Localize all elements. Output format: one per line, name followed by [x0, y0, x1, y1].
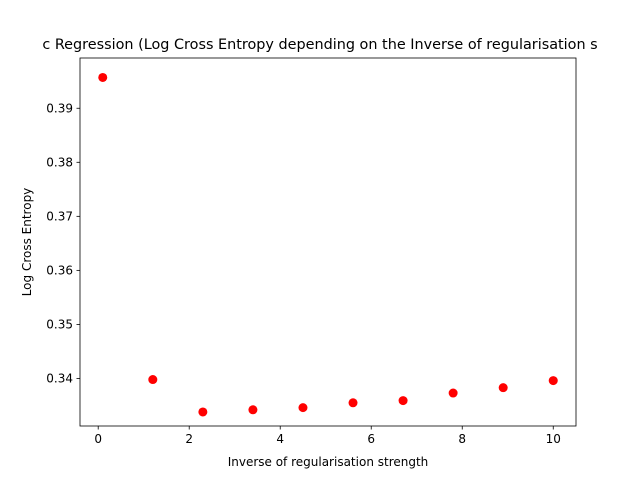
y-tick-label: 0.38	[46, 156, 73, 170]
y-tick-label: 0.37	[46, 210, 73, 224]
plot-area: 0 2 4 6 8 10 0.34 0.35 0.36 0.37 0.38 0.39	[46, 57, 577, 446]
x-tick-label: 8	[458, 432, 466, 446]
data-point	[198, 407, 208, 417]
x-tick-label: 0	[94, 432, 102, 446]
x-tick-label: 10	[546, 432, 561, 446]
data-point	[298, 403, 308, 413]
data-point	[498, 383, 508, 393]
chart-title: c Regression (Log Cross Entropy dependin…	[42, 37, 597, 53]
y-tick-label: 0.39	[46, 102, 73, 116]
y-tick-label: 0.35	[46, 318, 73, 332]
x-tick-label: 6	[367, 432, 375, 446]
y-tick-label: 0.34	[46, 372, 73, 386]
data-point	[548, 376, 558, 386]
y-axis-label: Log Cross Entropy	[20, 188, 34, 297]
y-tick-label: 0.36	[46, 264, 73, 278]
data-point	[98, 72, 108, 82]
axes-frame	[79, 57, 577, 427]
data-point	[448, 388, 458, 398]
x-axis-label: Inverse of regularisation strength	[228, 455, 429, 469]
x-tick-label: 4	[276, 432, 284, 446]
data-point	[348, 398, 358, 408]
data-point	[248, 405, 258, 415]
data-point	[398, 396, 408, 406]
x-tick-label: 2	[185, 432, 193, 446]
data-point	[148, 375, 158, 385]
